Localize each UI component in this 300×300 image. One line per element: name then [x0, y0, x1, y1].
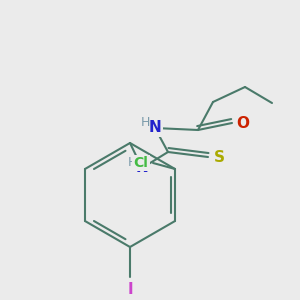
Text: N: N — [136, 160, 148, 175]
Text: O: O — [236, 116, 250, 130]
Text: S: S — [214, 149, 224, 164]
Text: H: H — [140, 116, 150, 128]
Text: I: I — [127, 283, 133, 298]
Text: H: H — [127, 155, 137, 169]
Text: N: N — [148, 121, 161, 136]
Text: Cl: Cl — [134, 156, 148, 170]
